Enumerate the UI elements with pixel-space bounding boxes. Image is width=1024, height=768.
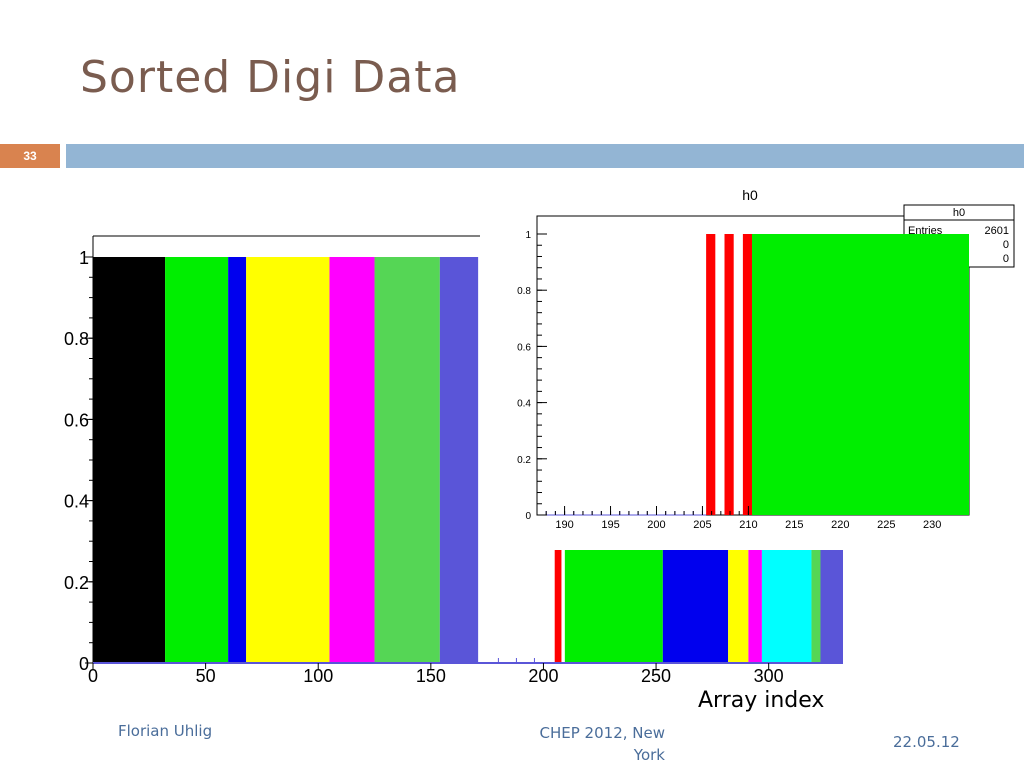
footer-conference: CHEP 2012, New York [520, 722, 665, 766]
header-bar [66, 144, 1024, 168]
inset-bar-0 [706, 234, 716, 515]
main-x-tick-label-5: 250 [641, 666, 671, 686]
inset-x-tick-label-1: 195 [601, 519, 619, 531]
stats-entries-value: 2601 [985, 225, 1009, 237]
footer-author: Florian Uhlig [118, 722, 213, 740]
inset-x-tick-label-7: 225 [877, 519, 895, 531]
main-bar-2 [228, 257, 247, 663]
main-bar-6 [439, 257, 479, 663]
main-x-tick-label-0: 0 [88, 666, 98, 686]
main-y-tick-label-3: 0.6 [64, 410, 89, 430]
main-bar-5 [374, 257, 440, 663]
main-y-tick-label-0: 0 [79, 654, 89, 674]
inset-x-tick-label-6: 220 [831, 519, 849, 531]
main-bar-3 [246, 257, 330, 663]
main-bar-1 [165, 257, 229, 663]
footer-date: 22.05.12 [893, 733, 960, 751]
main-x-tick-label-6: 300 [754, 666, 784, 686]
x-axis-label: Array index [698, 688, 825, 713]
main-y-tick-label-1: 0.2 [64, 573, 89, 593]
inset-title: h0 [742, 187, 758, 203]
inset-y-tick-label-4: 0.8 [517, 286, 531, 297]
main-x-tick-label-2: 100 [303, 666, 333, 686]
inset-bar-2 [742, 234, 753, 515]
footer-conference-line2: York [633, 746, 665, 764]
footer-conference-line1: CHEP 2012, New [539, 724, 665, 742]
inset-x-tick-label-8: 230 [923, 519, 941, 531]
stats-rms-value: 0 [1003, 253, 1009, 265]
main-bar-4 [329, 257, 375, 663]
inset-bar-1 [724, 234, 734, 515]
inset-y-tick-label-5: 1 [525, 230, 531, 241]
inset-green-overlay [752, 234, 969, 515]
inset-y-tick-label-2: 0.4 [517, 399, 531, 410]
stats-mean-value: 0 [1003, 239, 1009, 251]
inset-x-tick-label-3: 205 [693, 519, 711, 531]
main-x-tick-label-3: 150 [416, 666, 446, 686]
inset-y-tick-label-3: 0.6 [517, 342, 531, 353]
inset-x-tick-label-0: 190 [555, 519, 573, 531]
stats-title: h0 [953, 207, 965, 219]
main-bar-0 [93, 257, 166, 663]
main-y-tick-label-5: 1 [79, 248, 89, 268]
inset-x-tick-label-2: 200 [647, 519, 665, 531]
main-x-tick-label-4: 200 [528, 666, 558, 686]
inset-y-tick-label-0: 0 [525, 511, 531, 522]
inset-x-tick-label-4: 210 [739, 519, 757, 531]
inset-y-tick-label-1: 0.2 [517, 455, 531, 466]
main-y-tick-label-4: 0.8 [64, 329, 89, 349]
inset-x-tick-label-5: 215 [785, 519, 803, 531]
slide-number: 33 [0, 144, 60, 168]
main-y-tick-label-2: 0.4 [64, 492, 89, 512]
main-x-tick-label-1: 50 [196, 666, 216, 686]
slide-title: Sorted Digi Data [80, 52, 461, 103]
